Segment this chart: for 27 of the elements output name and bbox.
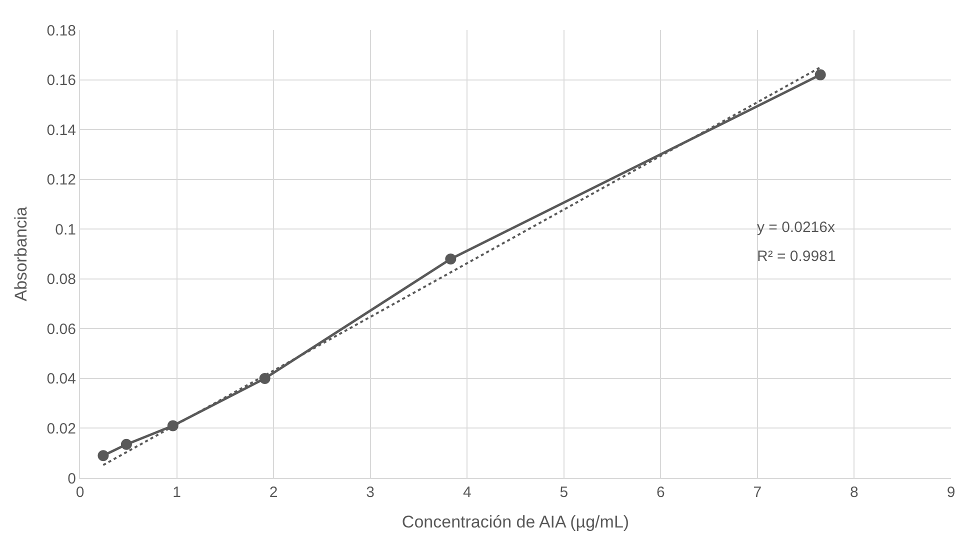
annotation: R² = 0.9981 [757,248,836,265]
x-tick-label: 5 [560,484,568,501]
point [120,438,132,450]
y-axis-title: Absorbancia [11,206,30,302]
y-tick-label: 0.18 [46,22,76,40]
x-tick-label: 4 [462,484,472,501]
y-tick-label: 0.12 [46,172,76,189]
x-axis-title: Concentración de AIA (µg/mL) [402,512,630,532]
annotation: y = 0.0216x [757,219,836,236]
y-tick-label: 0.16 [46,72,76,90]
point [445,253,456,264]
y-tick-label: 0.14 [46,122,76,139]
x-tick-label: 6 [656,484,665,501]
y-tick-label: 0.02 [46,420,76,438]
x-tick-label: 1 [172,484,181,501]
y-tick-label: 0.06 [46,320,76,338]
x-tick-label: 2 [269,484,278,501]
y-tick-label: 0.04 [46,370,76,388]
point [814,69,826,80]
x-tick-label: 7 [753,484,762,501]
y-tick-label: 0.1 [55,221,76,238]
point [98,450,109,462]
y-tick-label: 0.08 [46,271,76,288]
x-tick-label: 9 [946,484,956,501]
x-tick-label: 3 [366,484,374,501]
y-tick-label: 0 [68,470,76,488]
x-tick-label: 8 [850,484,858,501]
